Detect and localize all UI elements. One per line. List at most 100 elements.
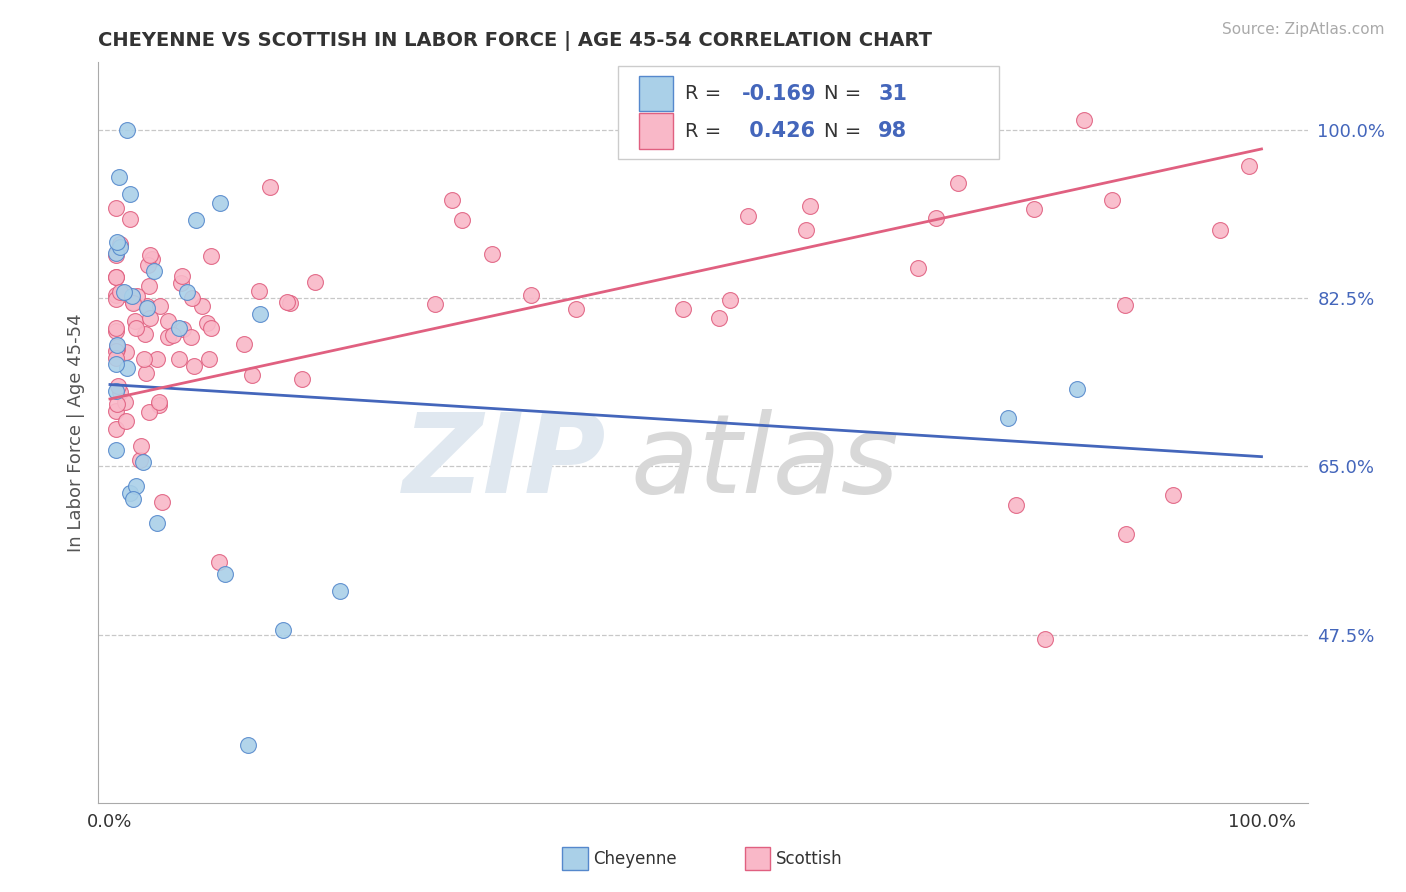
Point — [1101, 193, 1123, 207]
Point — [121, 289, 143, 303]
Point — [105, 340, 128, 354]
Point — [136, 258, 159, 272]
Point — [135, 366, 157, 380]
Point — [247, 284, 270, 298]
Point — [565, 302, 588, 317]
Point — [672, 301, 695, 316]
Point — [180, 330, 202, 344]
Point — [946, 176, 969, 190]
Point — [329, 584, 352, 599]
Point — [997, 411, 1019, 425]
Point — [138, 405, 160, 419]
Point — [276, 294, 298, 309]
Point — [104, 403, 127, 417]
Point — [105, 338, 128, 352]
Point — [181, 291, 204, 305]
Text: atlas: atlas — [630, 409, 898, 516]
Point — [148, 398, 170, 412]
Point — [1208, 222, 1230, 236]
Point — [150, 495, 173, 509]
Point — [104, 201, 127, 215]
Point — [1005, 498, 1028, 512]
Text: Source: ZipAtlas.com: Source: ZipAtlas.com — [1222, 22, 1385, 37]
Point — [142, 263, 165, 277]
Point — [125, 321, 148, 335]
Point — [157, 314, 180, 328]
Point — [191, 299, 214, 313]
Point — [108, 169, 131, 184]
Point — [167, 352, 190, 367]
Point — [107, 379, 129, 393]
Point — [172, 322, 194, 336]
Point — [198, 351, 221, 366]
Point — [441, 194, 464, 208]
Point — [925, 211, 948, 226]
Point — [707, 310, 730, 325]
Point — [115, 345, 138, 359]
Point — [1115, 526, 1137, 541]
Point — [146, 516, 169, 530]
Point — [136, 301, 159, 315]
Point — [162, 327, 184, 342]
Point — [520, 288, 543, 302]
Point — [249, 307, 271, 321]
Point — [104, 443, 127, 458]
Point — [138, 279, 160, 293]
Point — [718, 293, 741, 307]
Point — [114, 395, 136, 409]
Point — [1066, 382, 1088, 396]
Text: ZIP: ZIP — [402, 409, 606, 516]
Point — [148, 299, 170, 313]
Point — [139, 311, 162, 326]
Point — [170, 277, 193, 291]
Point — [200, 249, 222, 263]
Point — [115, 414, 138, 428]
Point — [870, 113, 893, 128]
Point — [104, 270, 127, 285]
Point — [108, 240, 131, 254]
Point — [107, 343, 129, 357]
Point — [104, 246, 127, 260]
Point — [121, 296, 143, 310]
Point — [195, 316, 218, 330]
Point — [104, 320, 127, 334]
Point — [157, 330, 180, 344]
Point — [104, 269, 127, 284]
Point — [148, 395, 170, 409]
Point — [278, 295, 301, 310]
Point — [107, 235, 129, 249]
Point — [236, 738, 259, 752]
Point — [145, 351, 167, 366]
Point — [129, 453, 152, 467]
Point — [134, 327, 156, 342]
Point — [737, 209, 759, 223]
Point — [451, 213, 474, 227]
Point — [304, 275, 326, 289]
Point — [131, 455, 153, 469]
Y-axis label: In Labor Force | Age 45-54: In Labor Force | Age 45-54 — [66, 313, 84, 552]
Point — [121, 491, 143, 506]
Point — [104, 351, 127, 366]
Point — [907, 260, 929, 275]
Point — [425, 297, 447, 311]
Point — [115, 360, 138, 375]
Point — [1161, 488, 1184, 502]
Point — [208, 196, 231, 211]
Point — [214, 566, 236, 581]
Point — [962, 143, 984, 157]
Text: 98: 98 — [879, 121, 907, 141]
Text: 0.426: 0.426 — [742, 121, 815, 141]
Point — [200, 320, 222, 334]
Point — [118, 486, 141, 500]
Point — [104, 422, 127, 436]
Point — [104, 384, 127, 399]
Point — [799, 199, 821, 213]
Text: N =: N = — [824, 84, 868, 103]
Text: -0.169: -0.169 — [742, 84, 817, 103]
Point — [132, 351, 155, 366]
Point — [129, 439, 152, 453]
FancyBboxPatch shape — [619, 66, 1000, 159]
Point — [170, 268, 193, 283]
Point — [104, 358, 127, 372]
Point — [259, 180, 281, 194]
